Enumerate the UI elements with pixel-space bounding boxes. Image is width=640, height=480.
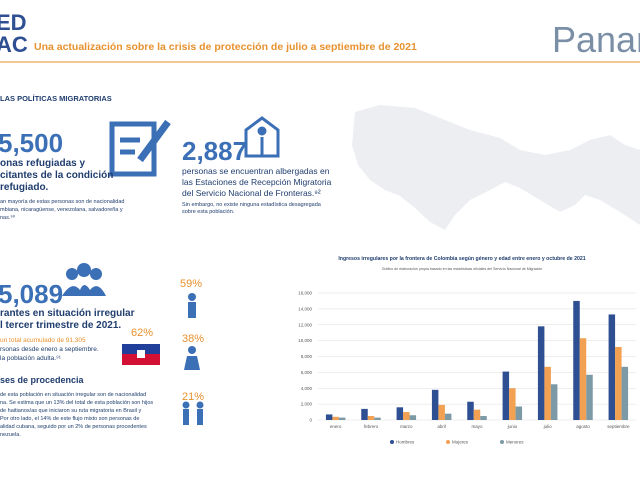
- lead: del Servicio Nacional de Fronteras.⁹²: [182, 188, 321, 198]
- bar: [621, 366, 629, 420]
- origin-text: nezuela.: [0, 432, 21, 438]
- big-number: 5,089: [0, 279, 63, 309]
- bar: [338, 417, 346, 420]
- person-icons: [182, 293, 204, 425]
- x-tick-label: agosto: [576, 424, 590, 429]
- bar: [438, 404, 445, 420]
- note: sobre esta población.: [182, 209, 235, 215]
- y-tick-label: 10,000: [298, 338, 312, 343]
- lead: rantes en situación irregular: [0, 308, 135, 319]
- y-tick-label: 0: [309, 418, 312, 423]
- bar: [480, 416, 487, 420]
- haiti-flag: [122, 344, 160, 365]
- legend-swatch: [390, 440, 394, 444]
- bar: [409, 415, 417, 420]
- lead: refugiado.: [0, 182, 49, 193]
- lead: las Estaciones de Recepción Migratoria: [182, 177, 332, 187]
- bar: [579, 338, 587, 420]
- percent: 38%: [182, 333, 204, 345]
- note: nas.⁹⁰: [0, 214, 16, 221]
- origin-text: Por otro lado, el 14% de este flujo mixt…: [0, 416, 139, 422]
- bar: [374, 417, 381, 420]
- bar: [444, 413, 452, 420]
- bar: [325, 414, 333, 420]
- shelter-icon: [244, 116, 280, 158]
- bar: [431, 389, 439, 420]
- header-subtitle: Una actualización sobre la crisis de pro…: [34, 41, 417, 53]
- y-tick-label: 8,000: [301, 354, 313, 359]
- y-tick-label: 16,000: [298, 291, 312, 296]
- lead: onas refugiadas y: [0, 158, 85, 169]
- bar: [586, 374, 593, 420]
- logo: AC: [0, 32, 28, 57]
- big-number: 2,887: [182, 136, 247, 166]
- origin-text: de haitianos/as que iniciaron su ruta mi…: [0, 408, 141, 414]
- x-tick-label: junio: [507, 424, 518, 429]
- country: Panamá: [552, 19, 640, 60]
- bar: [537, 326, 545, 420]
- lead: personas se encuentran albergadas en: [182, 166, 330, 176]
- bar: [367, 416, 375, 420]
- chart-subtitle: Gráfico de elaboración propia basado en …: [382, 267, 543, 271]
- bar: [473, 409, 481, 420]
- chart-title: Ingresos irregulares por la frontera de …: [338, 256, 585, 262]
- x-tick-label: enero: [330, 424, 342, 429]
- legend-label: Mujeres: [452, 440, 469, 445]
- bar: [550, 384, 558, 420]
- logo: ED: [0, 10, 27, 35]
- map: [352, 105, 640, 230]
- bar: [608, 314, 616, 420]
- bar: [396, 407, 404, 420]
- note: Sin embargo, no existe ninguna estadísti…: [182, 202, 322, 208]
- y-tick-label: 14,000: [298, 306, 312, 311]
- bar: [509, 388, 516, 420]
- bar: [502, 371, 510, 420]
- big-number: 5,500: [0, 128, 63, 158]
- bar: [361, 408, 368, 420]
- lead: l tercer trimestre de 2021.: [0, 320, 121, 331]
- note: mbiana, nicaragüense, venezolana, salvad…: [0, 207, 123, 213]
- x-tick-label: marzo: [400, 424, 413, 429]
- lead: citantes de la condición: [0, 170, 113, 181]
- people-icon: [62, 263, 106, 296]
- legend-swatch: [500, 440, 504, 444]
- note: la población adulta.⁹¹: [0, 355, 62, 362]
- section-title: LAS POLÍTICAS MIGRATORIAS: [0, 94, 112, 103]
- x-tick-label: mayo: [471, 424, 483, 429]
- x-tick-label: febrero: [364, 424, 379, 429]
- percent: 62%: [131, 327, 153, 339]
- percent: 21%: [182, 391, 204, 403]
- legend-label: Menores: [506, 440, 524, 445]
- x-tick-label: septiembre: [607, 424, 630, 429]
- document-icon: [109, 119, 171, 177]
- x-tick-label: julio: [543, 424, 553, 429]
- origin-text: de esta población en situación irregular…: [0, 392, 146, 398]
- note: un total acumulado de 91,305: [0, 337, 86, 344]
- legend-label: Hombres: [396, 440, 415, 445]
- y-tick-label: 4,000: [301, 386, 313, 391]
- y-tick-label: 12,000: [298, 322, 312, 327]
- note: rsonas desde enero a septiembre.: [0, 346, 99, 353]
- percent: 59%: [180, 278, 202, 290]
- x-tick-label: abril: [437, 424, 446, 429]
- bar: [332, 416, 339, 420]
- bar: [615, 346, 622, 420]
- origin-text: na. Se estima que un 13% del total de es…: [0, 400, 153, 406]
- bar: [403, 412, 410, 420]
- bar: [515, 406, 523, 420]
- bar: [573, 300, 580, 420]
- origin-text: alidad cubana, seguido por un 2% de pers…: [0, 424, 147, 430]
- note: an mayoría de estas personas son de naci…: [0, 199, 124, 205]
- bar: [544, 366, 551, 420]
- origin-title: ses de procedencia: [0, 375, 85, 385]
- y-tick-label: 6,000: [301, 370, 313, 375]
- legend-swatch: [446, 440, 450, 444]
- y-tick-label: 2,000: [301, 402, 313, 407]
- bar: [467, 401, 474, 420]
